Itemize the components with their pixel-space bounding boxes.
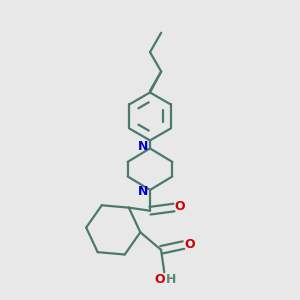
Text: O: O [174, 200, 185, 213]
Text: O: O [154, 273, 165, 286]
Text: N: N [138, 140, 148, 153]
Text: O: O [184, 238, 194, 250]
Text: H: H [166, 273, 176, 286]
Text: N: N [138, 185, 148, 198]
